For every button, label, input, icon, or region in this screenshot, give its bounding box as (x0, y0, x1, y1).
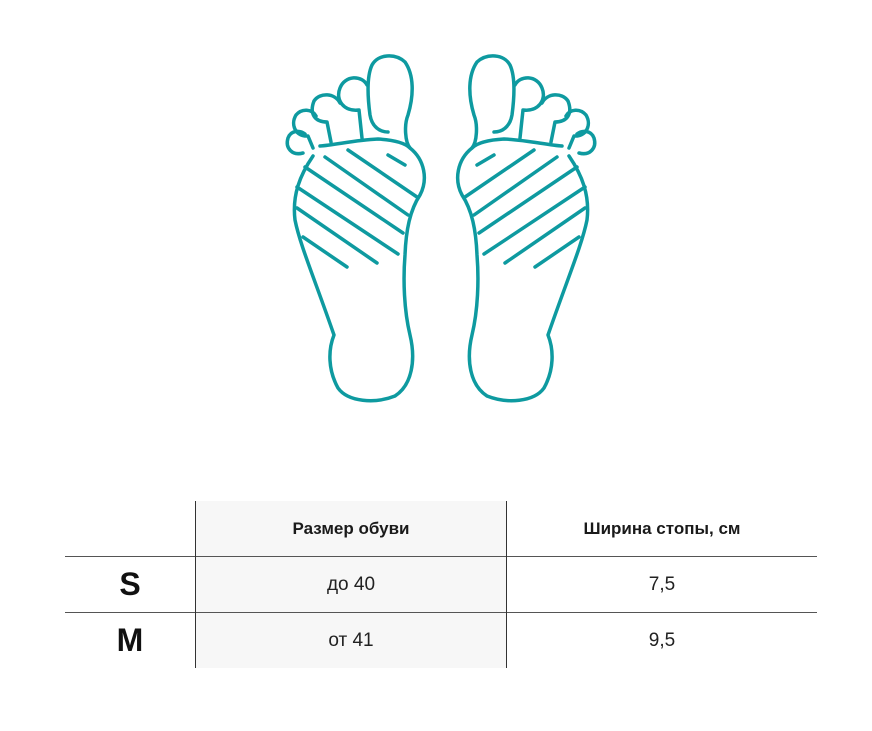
header-foot-width: Ширина стопы, см (583, 518, 741, 538)
column-divider (506, 501, 507, 668)
shoe-size-value: до 40 (326, 573, 376, 595)
shoe-size-value: от 41 (328, 629, 374, 651)
header-shoe-size: Размер обуви (292, 518, 410, 538)
foot-width-value: 7,5 (648, 573, 676, 595)
size-label: S (119, 566, 141, 602)
column-divider (195, 501, 196, 668)
size-label: M (116, 622, 144, 658)
shoe-size-column-bg (196, 501, 506, 668)
row-divider (65, 556, 817, 557)
row-divider (65, 612, 817, 613)
foot-width-value: 9,5 (648, 629, 676, 651)
